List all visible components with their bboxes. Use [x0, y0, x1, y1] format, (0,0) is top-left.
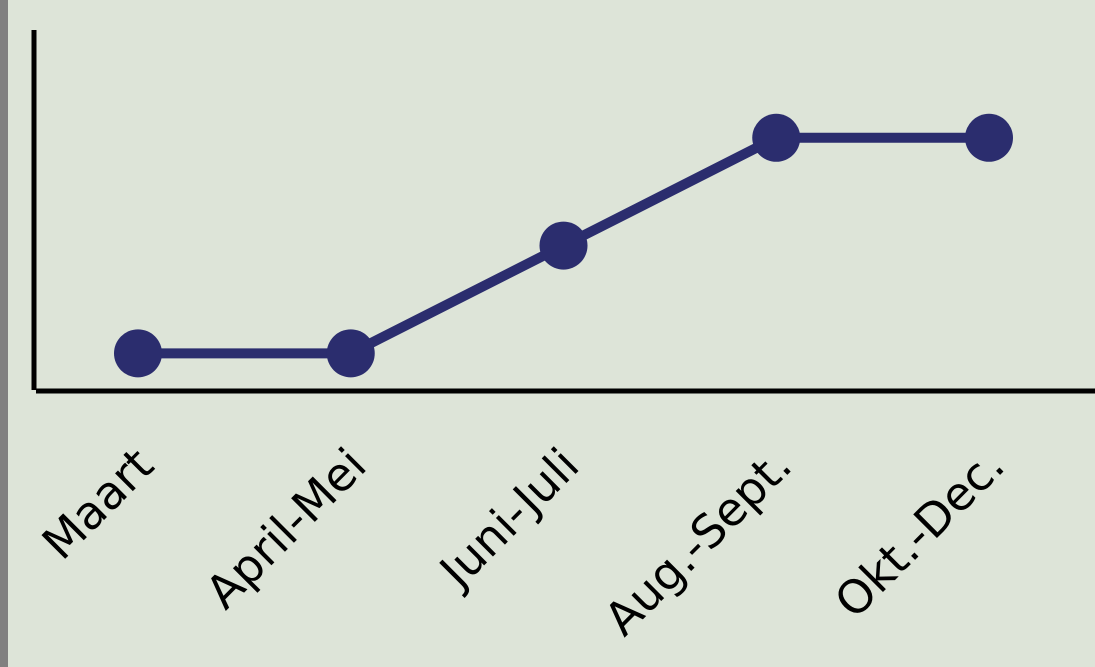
- data-point: [326, 329, 375, 378]
- x-tick-label: Maart: [32, 438, 164, 570]
- x-tick-label: Aug.-Sept.: [594, 438, 802, 646]
- x-tick-label: April-Mei: [195, 438, 376, 619]
- data-point: [114, 329, 162, 378]
- data-point: [965, 113, 1013, 162]
- x-tick-label: Okt.-Dec.: [824, 438, 1015, 629]
- data-point: [539, 221, 588, 270]
- data-point: [752, 113, 801, 162]
- side-strip: [0, 0, 8, 667]
- x-tick-label: Juni-Juli: [427, 438, 589, 600]
